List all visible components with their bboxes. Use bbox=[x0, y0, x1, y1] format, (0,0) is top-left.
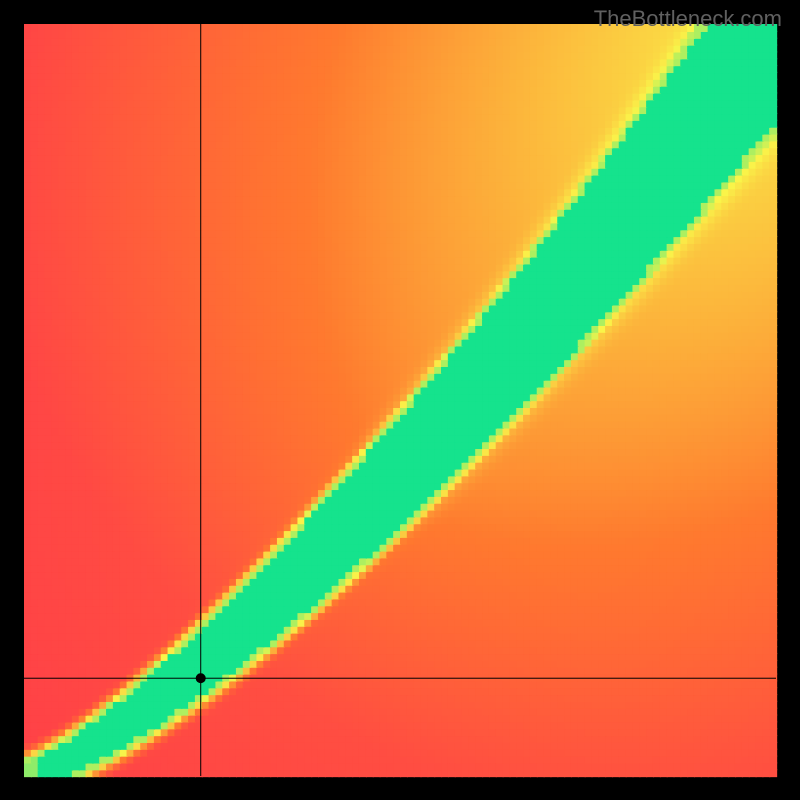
watermark-text: TheBottleneck.com bbox=[594, 6, 782, 32]
chart-container: TheBottleneck.com bbox=[0, 0, 800, 800]
bottleneck-heatmap bbox=[0, 0, 800, 800]
